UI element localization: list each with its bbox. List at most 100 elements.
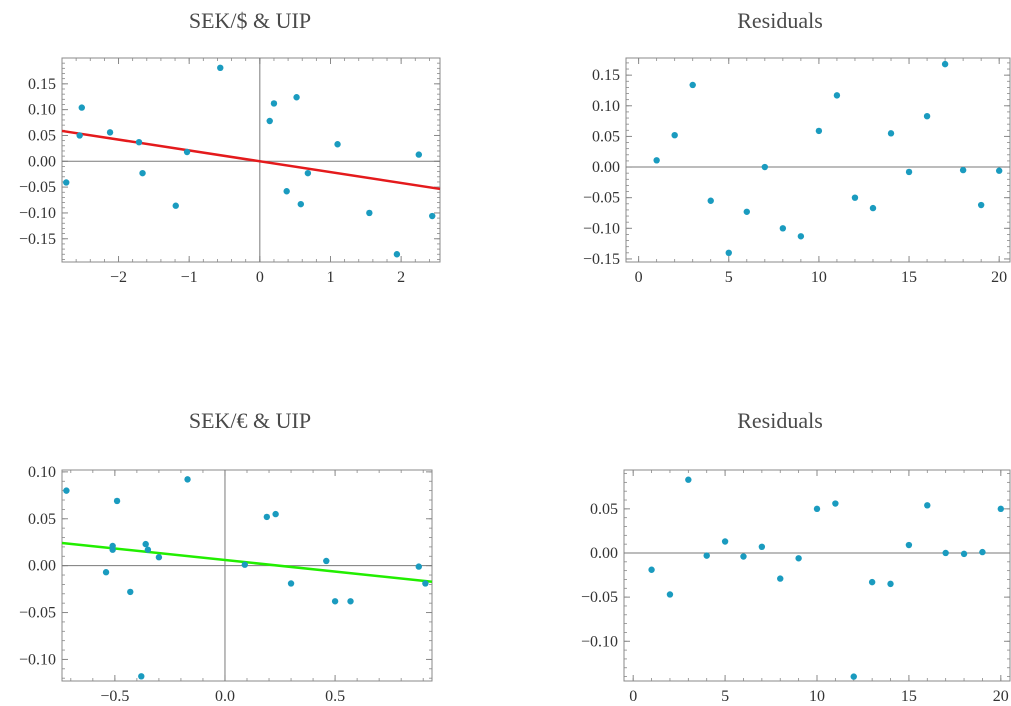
data-point [703,552,710,559]
data-point [217,64,224,72]
data-point [979,548,986,556]
data-point [905,168,913,176]
x-tick-label: 10 [809,688,825,705]
data-point [832,500,839,507]
data-point [293,94,300,101]
data-point [851,194,859,201]
data-point [869,204,877,212]
data-point [960,550,968,558]
data-point [777,575,784,582]
x-tick-label: 0.0 [215,688,235,705]
data-point [429,212,436,220]
data-point [334,141,341,148]
data-point [138,673,145,680]
chart-title: SEK/€ & UIP [188,408,312,433]
data-point [287,580,295,587]
data-point [297,200,305,208]
plot-frame [61,57,441,263]
data-point [184,476,191,483]
data-point [887,580,894,588]
y-tick-label: −0.10 [581,633,618,650]
data-point [850,673,857,680]
data-point [102,569,110,576]
scatter-plot: 0 5 10 15 20 −0.10 −0.05 0.00 0.05 [581,469,1011,705]
data-point [135,138,143,146]
fit-line [61,541,433,583]
data-point [671,131,678,139]
y-tick-label: 0.10 [592,98,620,115]
data-point [63,487,70,494]
data-point [266,117,273,125]
data-point [813,505,821,513]
x-tick-label: −2 [110,269,127,286]
data-point [347,598,354,605]
data-point [139,169,146,177]
data-point [63,179,70,186]
data-point [283,188,290,195]
data-point [942,549,949,557]
data-point [106,129,114,136]
data-point [142,540,149,548]
y-tick-label: −0.15 [583,251,620,268]
x-tick-label: 10 [811,269,827,286]
data-point [172,202,179,209]
data-point [941,60,949,68]
data-point [331,598,339,605]
chart-residuals-usd: Residuals 0 5 10 15 20 −0.15 −0.10 −0.05 0.00 0.0… [560,0,1011,300]
x-tick-label: 15 [901,688,917,705]
data-point [815,127,823,135]
data-point [415,563,422,570]
data-point [109,546,116,553]
x-tick-label: 20 [991,269,1007,286]
data-point [761,163,769,171]
data-point [977,201,985,209]
data-point [924,502,931,509]
data-point [183,148,191,156]
data-point [779,225,787,232]
x-tick-label: 20 [993,688,1009,705]
y-tick-label: −0.05 [19,605,56,622]
y-tick-label: 0.00 [28,153,56,170]
data-point [758,543,766,551]
data-point [323,557,330,565]
y-tick-label: 0.05 [28,511,56,528]
y-tick-label: 0.05 [590,501,618,518]
y-tick-label: −0.05 [19,179,56,196]
chart-title: SEK/$ & UIP [188,8,312,33]
y-tick-label: 0.05 [28,127,56,144]
data-point [304,169,312,177]
data-point [127,588,134,596]
data-point [422,580,429,587]
x-tick-label: 2 [397,269,405,286]
data-point [689,81,696,89]
data-point [144,546,152,553]
data-point [997,505,1005,513]
data-point [366,209,373,217]
y-tick-label: 0.10 [28,464,56,481]
y-tick-label: −0.05 [583,190,620,207]
y-tick-label: −0.10 [583,220,620,237]
y-tick-label: −0.05 [581,589,618,606]
scatter-plot: −2 −1 0 1 2 −0.15 −0.10 −0.05 0.00 0.05 0.10 0.15 [19,57,441,286]
data-point [868,578,876,586]
x-tick-label: −1 [181,269,198,286]
y-tick-label: 0.00 [592,159,620,176]
chart-residuals-eur: Residuals 0 5 10 15 20 −0.10 −0.05 0.00 0.05 [560,400,1011,706]
chart-sek-eur-uip: SEK/€ & UIP −0.5 0.0 0.5 −0.10 −0.05 0.00 0.05… [0,400,450,706]
chart-title: Residuals [737,8,823,33]
data-point [721,538,729,545]
data-point [272,510,279,518]
y-tick-label: 0.10 [28,102,56,119]
data-point [685,476,692,483]
y-tick-label: −0.15 [19,231,56,248]
x-tick-label: 0 [635,269,643,286]
data-point [415,151,423,158]
x-tick-label: 15 [901,269,917,286]
data-point [887,130,895,137]
data-point [923,112,931,120]
y-tick-label: 0.05 [592,128,620,145]
data-point [725,249,732,257]
x-tick-label: 0 [256,269,264,286]
chart-sek-usd-uip: SEK/$ & UIP −2 −1 0 1 2 −0.15 −0.10 −0.05 0.00 0.… [0,0,450,300]
chart-title: Residuals [737,408,823,433]
